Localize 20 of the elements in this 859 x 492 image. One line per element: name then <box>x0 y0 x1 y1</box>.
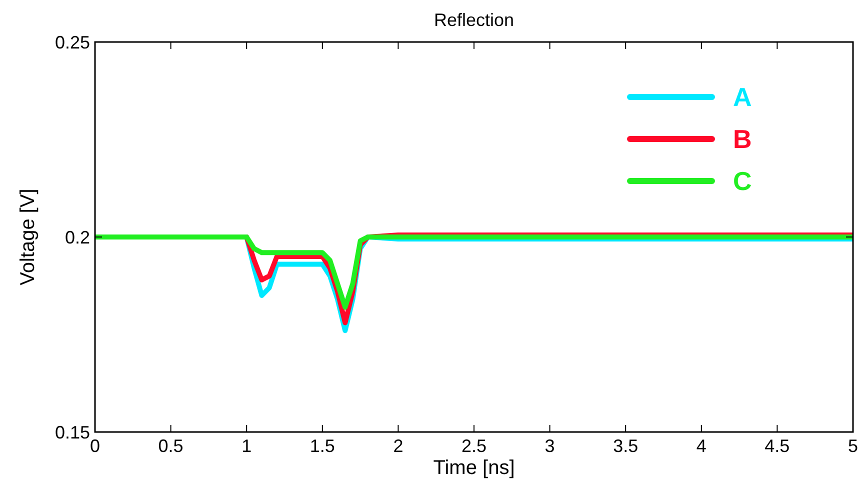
x-tick-label: 2.5 <box>461 436 487 456</box>
legend-label: B <box>733 124 752 154</box>
x-tick-label: 1.5 <box>310 436 335 456</box>
x-tick-label: 1 <box>242 436 252 456</box>
x-tick-label: 3.5 <box>613 436 638 456</box>
x-tick-label: 0.5 <box>158 436 184 456</box>
x-tick-label: 0 <box>90 436 100 456</box>
y-tick-label: 0.15 <box>54 422 90 442</box>
x-axis-title: Time [ns] <box>433 457 515 479</box>
x-tick-label: 3 <box>544 436 555 456</box>
legend-label: C <box>733 166 752 196</box>
x-tick-label: 4.5 <box>764 436 790 456</box>
chart-title: Reflection <box>434 10 514 30</box>
x-tick-label: 4 <box>696 436 706 456</box>
x-tick-label: 5 <box>848 436 858 456</box>
legend-label: A <box>733 82 752 112</box>
y-axis-title: Voltage [V] <box>17 188 39 286</box>
y-tick-label: 0.25 <box>54 32 90 52</box>
y-tick-label: 0.2 <box>64 227 90 248</box>
x-tick-label: 2 <box>393 436 404 456</box>
